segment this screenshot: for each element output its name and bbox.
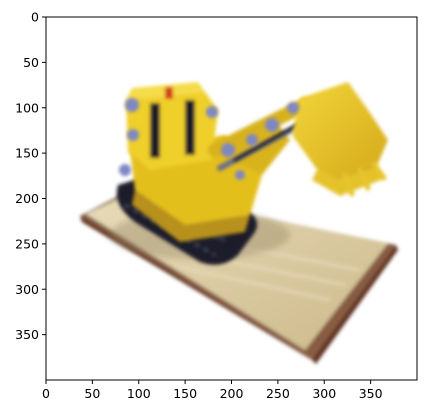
y-tick-label: 50 — [23, 55, 39, 70]
x-tick-label: 0 — [42, 386, 50, 401]
y-tick-label: 350 — [15, 327, 39, 342]
x-tick-label: 300 — [312, 386, 336, 401]
photo-render — [80, 82, 398, 364]
x-tick-label: 200 — [220, 386, 244, 401]
bulldozer-bucket — [292, 82, 388, 197]
y-tick-label: 150 — [15, 146, 39, 161]
y-tick-label: 200 — [15, 191, 39, 206]
x-tick-label: 350 — [359, 386, 383, 401]
y-axis: 0 50 100 150 200 250 300 350 — [15, 10, 46, 342]
x-tick-label: 50 — [84, 386, 100, 401]
blue-joints — [119, 98, 299, 180]
bulldozer-cab — [126, 82, 218, 170]
x-tick-label: 250 — [266, 386, 290, 401]
y-tick-label: 300 — [15, 282, 39, 297]
y-tick-label: 0 — [31, 10, 39, 25]
y-tick-label: 100 — [15, 100, 39, 115]
x-tick-label: 100 — [127, 386, 151, 401]
x-axis: 0 50 100 150 200 250 300 350 — [42, 380, 383, 401]
x-tick-label: 150 — [173, 386, 197, 401]
y-tick-label: 250 — [15, 236, 39, 251]
